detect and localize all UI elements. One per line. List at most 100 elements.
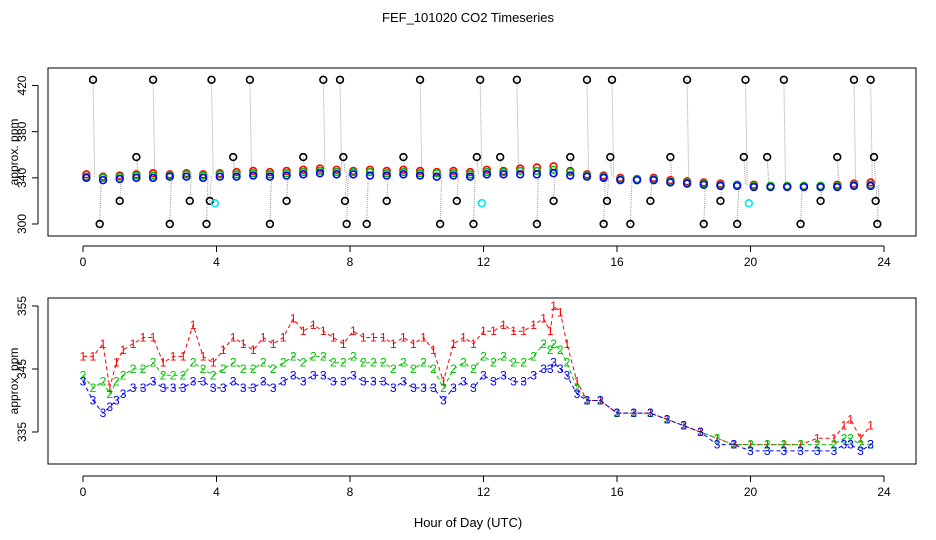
bottom-series-2-marker: 2	[270, 362, 277, 376]
bottom-series-3-marker: 3	[520, 375, 527, 389]
bottom-series-1-marker: 1	[130, 337, 137, 351]
bottom-series-2-marker: 2	[530, 349, 537, 363]
bottom-series-1-marker: 1	[574, 375, 581, 389]
top-calibration-point	[739, 152, 749, 162]
bottom-series-3-marker: 3	[100, 406, 107, 420]
bottom-series-2-marker: 2	[764, 438, 771, 452]
bottom-series-1-marker: 1	[280, 331, 287, 345]
bottom-series-1-marker: 1	[450, 337, 457, 351]
bottom-series-2-marker: 2	[730, 438, 737, 452]
top-x-tick-label: 0	[80, 255, 87, 269]
bottom-series-2-marker: 2	[330, 356, 337, 370]
top-series-3-point	[732, 181, 742, 191]
bottom-series-2-marker: 2	[290, 349, 297, 363]
bottom-series-3-marker: 3	[410, 381, 417, 395]
top-calibration-point	[833, 152, 842, 162]
bottom-series-1-marker: 1	[831, 431, 838, 445]
top-series-3-point	[249, 171, 258, 180]
top-calibration-point	[549, 196, 558, 206]
top-series-3-point	[749, 182, 759, 192]
top-calibration-spike	[609, 157, 613, 177]
bottom-series-3-marker: 3	[557, 362, 564, 376]
bottom-series-3-marker: 3	[113, 394, 120, 408]
bottom-y-tick-label: 335	[15, 422, 29, 442]
top-x-tick-label: 8	[347, 255, 354, 269]
bottom-series-2-marker: 2	[220, 362, 227, 376]
top-calibration-point	[532, 219, 542, 229]
bottom-series-2-marker: 2	[230, 356, 237, 370]
bottom-series-3-marker: 3	[420, 381, 427, 395]
bottom-series-3-marker: 3	[697, 425, 704, 439]
bottom-series-3-marker: 3	[106, 400, 113, 414]
bottom-series-3-marker: 3	[747, 444, 754, 458]
bottom-series-1-marker: 1	[120, 343, 127, 357]
bottom-series-2-marker: 2	[831, 438, 838, 452]
bottom-series-2-marker: 2	[210, 368, 217, 382]
bottom-series-1-marker: 1	[100, 337, 107, 351]
top-calibration-spike	[209, 175, 212, 201]
top-calibration-point	[202, 219, 211, 229]
bottom-series-1-marker: 1	[614, 406, 621, 420]
bottom-series-3-marker: 3	[270, 381, 277, 395]
top-calibration-spike	[736, 184, 740, 225]
top-calibration-point	[228, 152, 238, 162]
bottom-series-2-marker: 2	[300, 356, 307, 370]
bottom-series-3-marker: 3	[160, 381, 167, 395]
bottom-series-2-marker: 2	[420, 356, 427, 370]
bottom-series-2-marker: 2	[80, 368, 87, 382]
top-calibration-spike	[419, 79, 423, 174]
bottom-series-2-marker: 2	[867, 438, 874, 452]
top-series-3-point	[649, 175, 658, 185]
top-series-3-point	[666, 178, 675, 187]
bottom-series-3-marker: 3	[841, 438, 848, 452]
bottom-series-1-marker: 1	[440, 375, 447, 389]
top-series-3-point	[866, 181, 875, 191]
top-series-3-point	[315, 169, 325, 178]
bottom-series-2-marker: 2	[714, 431, 721, 445]
top-calibration-spike	[703, 183, 706, 225]
top-calibration-spike	[322, 79, 326, 171]
top-calibration-point	[495, 152, 505, 162]
top-series-3-point	[699, 180, 708, 189]
bottom-series-2-marker: 2	[340, 356, 347, 370]
top-series-3-point	[582, 172, 592, 181]
bottom-series-2-marker: 2	[564, 356, 571, 370]
top-x-tick-label: 4	[213, 255, 220, 269]
top-calibration-spike	[876, 184, 880, 225]
top-calibration-point	[282, 196, 291, 206]
bottom-series-3-marker: 3	[190, 375, 197, 389]
bottom-series-2-marker: 2	[697, 425, 704, 439]
bottom-series-1-marker: 1	[480, 324, 487, 338]
bottom-series-3-marker: 3	[130, 381, 137, 395]
bottom-series-3-marker: 3	[210, 381, 217, 395]
bottom-series-3-marker: 3	[714, 438, 721, 452]
bottom-series-2-marker: 2	[664, 412, 671, 426]
bottom-series-2-marker: 2	[510, 356, 517, 370]
bottom-series-2-marker: 2	[320, 349, 327, 363]
bottom-series-2-marker: 2	[260, 356, 267, 370]
bottom-series-1-marker: 1	[814, 431, 821, 445]
bottom-series-1-marker: 1	[410, 337, 417, 351]
bottom-series-2-marker: 2	[647, 406, 654, 420]
top-calibration-point	[816, 196, 825, 206]
top-calibration-spike	[586, 79, 590, 176]
bottom-series-1-marker: 1	[380, 331, 387, 345]
bottom-series-2-marker: 2	[847, 431, 854, 445]
bottom-series-2-marker: 2	[120, 368, 127, 382]
top-calibration-point	[699, 219, 708, 229]
bottom-series-2-marker: 2	[480, 349, 487, 363]
top-series-2-point	[432, 169, 441, 178]
bottom-series-1-marker: 1	[841, 419, 848, 433]
bottom-series-3-marker: 3	[260, 375, 267, 389]
chart-title: FEF_101020 CO2 Timeseries	[382, 10, 554, 25]
top-y-tick-label: 300	[15, 214, 29, 234]
top-series-3-point	[716, 181, 725, 191]
top-calibration-point	[319, 75, 328, 84]
bottom-series-3-marker: 3	[540, 362, 547, 376]
top-calibration-point	[472, 152, 482, 162]
bottom-series-1-marker: 1	[630, 406, 637, 420]
bottom-series-1-marker: 1	[210, 356, 217, 370]
bottom-series-1-marker: 1	[847, 412, 854, 426]
bottom-series-1-marker: 1	[220, 343, 227, 357]
